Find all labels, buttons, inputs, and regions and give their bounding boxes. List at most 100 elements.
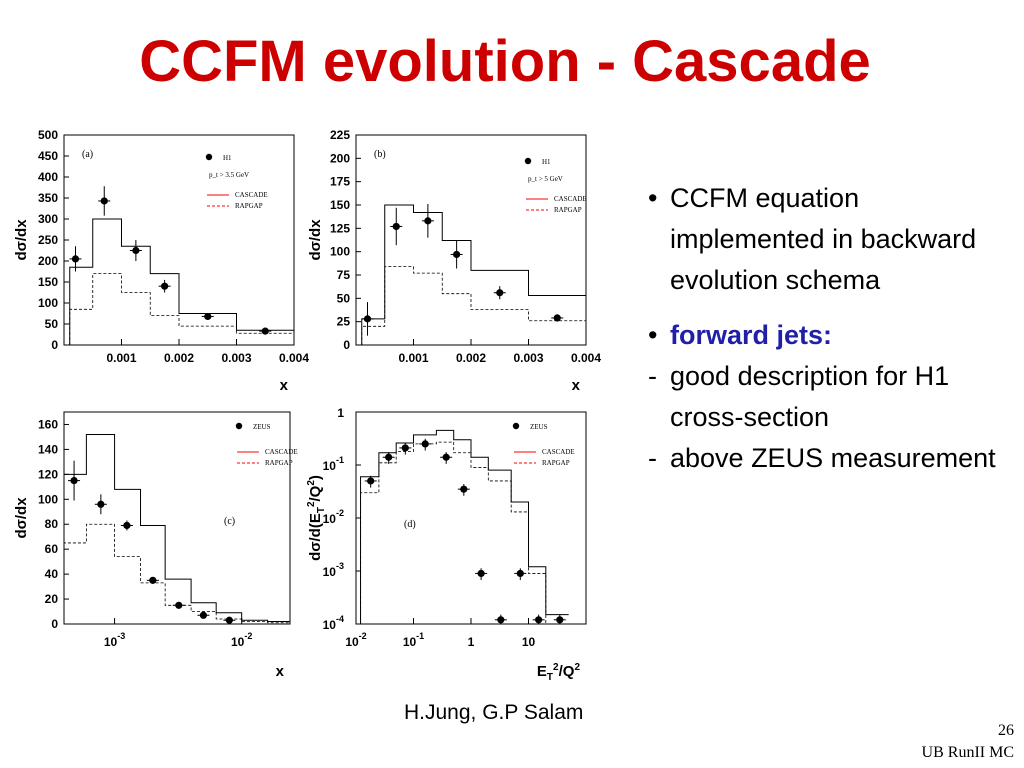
- legend-cascade-label: CASCADE: [554, 195, 587, 203]
- y-tick-label: 75: [337, 268, 351, 282]
- data-point: [161, 282, 169, 290]
- legend-data-label: H1: [542, 158, 551, 166]
- dash-marker: -: [648, 361, 657, 391]
- y-axis-label: dσ/dx: [13, 219, 30, 261]
- y-tick-label: 200: [330, 151, 350, 165]
- x-tick-label: 1: [468, 635, 475, 649]
- legend-data-marker: [512, 422, 520, 430]
- data-point: [97, 500, 105, 508]
- y-tick-label: 100: [38, 492, 58, 506]
- data-point: [496, 289, 504, 297]
- y-tick-label: 500: [38, 128, 58, 142]
- y-tick-label: 0: [51, 617, 58, 631]
- y-tick-label: 40: [45, 567, 59, 581]
- cascade-histogram: [361, 204, 586, 345]
- x-axis-label: x: [280, 377, 289, 394]
- y-tick-label: 125: [330, 221, 350, 235]
- x-tick-label: 10-2: [231, 631, 252, 649]
- legend-rapgap-label: RAPGAP: [542, 459, 570, 467]
- rapgap-histogram: [63, 523, 290, 624]
- footer-text: UB RunII MC: [921, 744, 1014, 761]
- y-tick-label: 10-2: [323, 508, 344, 526]
- legend-data-marker: [205, 153, 213, 161]
- data-point: [442, 453, 450, 461]
- rapgap-histogram: [360, 441, 569, 625]
- y-tick-label: 25: [337, 315, 351, 329]
- legend-rapgap-label: RAPGAP: [265, 459, 293, 467]
- bullet-item-ccfm: • CCFM equation implemented in backward …: [648, 178, 1018, 301]
- x-tick-label: 10-3: [104, 631, 125, 649]
- chart-panel-d: 1 10-1 10-2 10-3 10-4 10-2 10-1 1 10 (d) ZEUS CASCA…: [306, 400, 608, 685]
- y-tick-label: 80: [45, 517, 59, 531]
- y-tick-label: 100: [38, 296, 58, 310]
- x-tick-label: 0.002: [456, 351, 486, 365]
- data-point: [460, 485, 468, 493]
- data-point: [497, 616, 505, 624]
- panel-label: (d): [404, 519, 416, 530]
- x-tick-label: 0.003: [513, 351, 543, 365]
- data-point: [123, 521, 131, 530]
- y-axis-label: dσ/dx: [307, 219, 324, 261]
- y-tick-label: 300: [38, 212, 58, 226]
- x-tick-label: 10-1: [403, 631, 424, 649]
- chart-a-svg: 0 50 100 150 200 250 300 350 400 450 500 0.001 0.002…: [13, 128, 309, 394]
- legend-data-marker: [235, 422, 243, 430]
- legend-data-label: ZEUS: [253, 423, 271, 431]
- y-tick-label: 50: [337, 291, 351, 305]
- data-point: [363, 315, 372, 323]
- x-tick-label: 0.004: [279, 351, 309, 365]
- slide-title: CCFM evolution - Cascade: [139, 29, 871, 94]
- x-tick-label: 0.001: [398, 351, 428, 365]
- bullet-marker: •: [648, 320, 658, 350]
- dash-text-h1: good description for H1 cross-section: [670, 361, 950, 432]
- legend-cut-label: p_t > 5 GeV: [528, 175, 563, 183]
- y-tick-label: 400: [38, 170, 58, 184]
- x-tick-label: 0.003: [221, 351, 251, 365]
- chart-b-svg: 0 25 50 75 100 125 150 175 200 225 0.001 0.002 0.003…: [307, 128, 601, 394]
- cascade-histogram: [69, 218, 294, 345]
- y-tick-label: 225: [330, 128, 350, 142]
- y-tick-label: 10-3: [323, 561, 344, 579]
- data-point: [175, 601, 183, 609]
- bullet-marker: •: [648, 183, 658, 213]
- data-point: [453, 250, 461, 259]
- panel-label: (c): [224, 516, 235, 527]
- x-tick-label: 0.004: [571, 351, 601, 365]
- y-tick-label: 150: [38, 275, 58, 289]
- dash-text-zeus: above ZEUS measurement: [670, 443, 996, 473]
- y-tick-label: 250: [38, 233, 58, 247]
- y-tick-label: 0: [343, 338, 350, 352]
- data-point: [70, 476, 78, 485]
- panel-label: (b): [374, 149, 386, 160]
- data-point: [149, 576, 157, 584]
- x-tick-label: 0.001: [106, 351, 136, 365]
- y-axis-label: dσ/dx: [13, 497, 30, 539]
- x-tick-label: 0.002: [164, 351, 194, 365]
- y-tick-label: 20: [45, 592, 59, 606]
- y-axis-label: dσ/d(ET2/Q2): [306, 475, 327, 561]
- rapgap-histogram: [361, 266, 586, 345]
- legend-cascade-label: CASCADE: [265, 448, 298, 456]
- data-point: [401, 444, 409, 452]
- chart-panel-b: 0 25 50 75 100 125 150 175 200 225 0.001 0.002 0.003…: [307, 120, 608, 394]
- slide-number: 26: [998, 722, 1014, 739]
- dash-item-h1: - good description for H1 cross-section: [648, 356, 1018, 438]
- chart-panel-a: 0 50 100 150 200 250 300 350 400 450 500 0.001 0.002…: [13, 120, 314, 394]
- data-point: [553, 314, 561, 322]
- data-point: [261, 327, 269, 335]
- data-point: [516, 569, 524, 578]
- data-point: [132, 246, 140, 255]
- rapgap-histogram: [69, 273, 294, 345]
- x-tick-label: 10: [522, 635, 536, 649]
- data-point: [424, 217, 432, 225]
- y-tick-label: 160: [38, 417, 58, 431]
- chart-panel-c: 0 20 40 60 80 100 120 140 160 10-3 10-2 (c) ZEUS CASC…: [13, 400, 314, 685]
- plot-frame: [63, 411, 291, 625]
- bullet-text-ccfm: CCFM equation implemented in backward ev…: [670, 183, 977, 295]
- data-point: [204, 312, 212, 321]
- y-tick-label: 175: [330, 175, 350, 189]
- author-credit: H.Jung, G.P Salam: [404, 701, 584, 724]
- chart-d-svg: 110-110-210-310-410-2 10-1 1 10(d)ZEUSCASCA…: [306, 406, 587, 683]
- y-tick-label: 150: [330, 198, 350, 212]
- y-tick-label: 350: [38, 191, 58, 205]
